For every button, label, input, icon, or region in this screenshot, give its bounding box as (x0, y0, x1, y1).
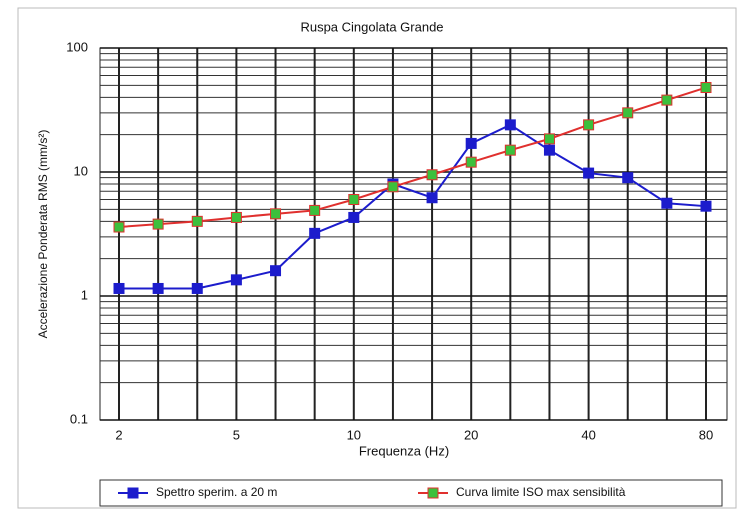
marker (191, 282, 203, 294)
x-tick-label: 5 (233, 427, 240, 442)
marker (504, 119, 516, 131)
marker (309, 227, 321, 239)
marker (113, 221, 125, 233)
marker (230, 211, 242, 223)
marker (465, 137, 477, 149)
x-axis-label: Frequenza (Hz) (359, 443, 449, 458)
marker (700, 200, 712, 212)
marker (543, 133, 555, 145)
x-tick-label: 10 (347, 427, 361, 442)
marker (504, 144, 516, 156)
marker (583, 119, 595, 131)
series-line (118, 86, 707, 229)
legend-marker (127, 487, 139, 499)
y-tick-label: 100 (66, 39, 88, 54)
legend-label: Curva limite ISO max sensibilità (456, 485, 626, 499)
legend (99, 479, 723, 507)
chart-title: Ruspa Cingolata Grande (300, 19, 443, 34)
marker (270, 208, 282, 220)
marker (348, 211, 360, 223)
marker (113, 282, 125, 294)
marker (152, 218, 164, 230)
marker (622, 107, 634, 119)
y-axis-label: Accelerazione Ponderata RMS (mm/s²) (36, 130, 50, 339)
marker (191, 215, 203, 227)
marker (230, 274, 242, 286)
marker (152, 282, 164, 294)
x-tick-label: 2 (115, 427, 122, 442)
marker (661, 197, 673, 209)
marker (348, 194, 360, 206)
marker (426, 192, 438, 204)
plot-area (99, 47, 728, 421)
x-tick-label: 20 (464, 427, 478, 442)
marker (309, 204, 321, 216)
legend-label: Spettro sperim. a 20 m (156, 485, 277, 499)
marker (426, 169, 438, 181)
marker (700, 82, 712, 94)
y-tick-label: 1 (81, 287, 88, 302)
marker (622, 172, 634, 184)
series-line (119, 123, 707, 290)
y-tick-label: 10 (74, 163, 88, 178)
x-tick-label: 40 (581, 427, 595, 442)
legend-marker (427, 487, 439, 499)
marker (543, 144, 555, 156)
marker (465, 156, 477, 168)
x-tick-label: 80 (699, 427, 713, 442)
marker (583, 167, 595, 179)
marker (270, 265, 282, 277)
marker (661, 94, 673, 106)
y-tick-label: 0.1 (70, 411, 88, 426)
marker (387, 181, 399, 193)
